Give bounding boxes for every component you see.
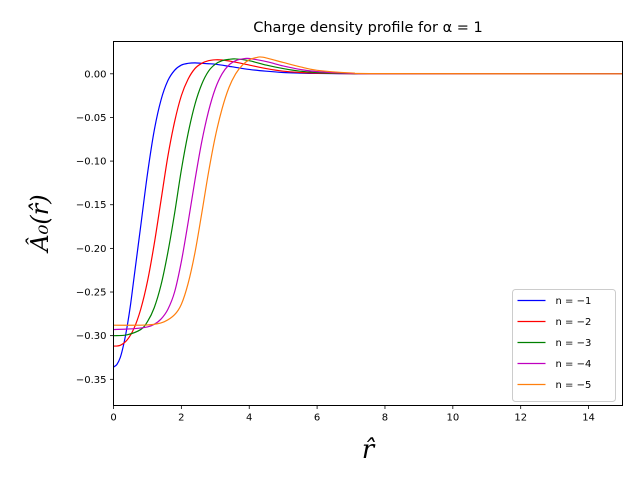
series-line-4: [113, 57, 623, 331]
y-tick-label: 0.00: [84, 69, 106, 80]
y-tick-label: −0.30: [76, 331, 107, 342]
series-layer: [113, 56, 623, 368]
y-tick-label: −0.35: [76, 375, 107, 386]
y-tick-label: −0.15: [76, 200, 107, 211]
x-tick-label: 4: [246, 413, 252, 424]
y-tick-label: −0.25: [76, 288, 107, 299]
legend-label-1: n = −1: [556, 296, 592, 307]
x-tick-label: 14: [582, 413, 595, 424]
series-line-5: [113, 56, 623, 326]
legend-label-4: n = −4: [556, 359, 592, 370]
x-tick-label: 6: [314, 413, 320, 424]
series-line-2: [113, 59, 623, 347]
legend-box: [512, 289, 616, 402]
x-tick-label: 10: [446, 413, 459, 424]
y-axis-label: Â₀(r̂): [25, 194, 54, 253]
series-line-3: [113, 58, 623, 337]
x-tick-label: 0: [110, 413, 116, 424]
x-tick-label: 12: [514, 413, 527, 424]
y-tick-label: −0.10: [76, 157, 107, 168]
x-tick-label: 2: [178, 413, 184, 424]
ticks-layer: 0 2 4 6 8 10 12 14 0.00 −0.05 −0.10 −0.15 −0.20 −0.25…: [76, 69, 595, 423]
y-tick-label: −0.20: [76, 244, 107, 255]
legend: n = −1 n = −2 n = −3 n = −4 n = −5: [512, 289, 616, 402]
legend-label-2: n = −2: [556, 317, 592, 328]
chart-title: Charge density profile for α = 1: [253, 20, 483, 36]
legend-label-3: n = −3: [556, 338, 592, 349]
y-tick-label: −0.05: [76, 113, 107, 124]
axes-frame: [113, 41, 623, 406]
x-tick-label: 8: [382, 413, 388, 424]
x-axis-label: r̂: [362, 435, 376, 465]
legend-label-5: n = −5: [556, 380, 592, 391]
